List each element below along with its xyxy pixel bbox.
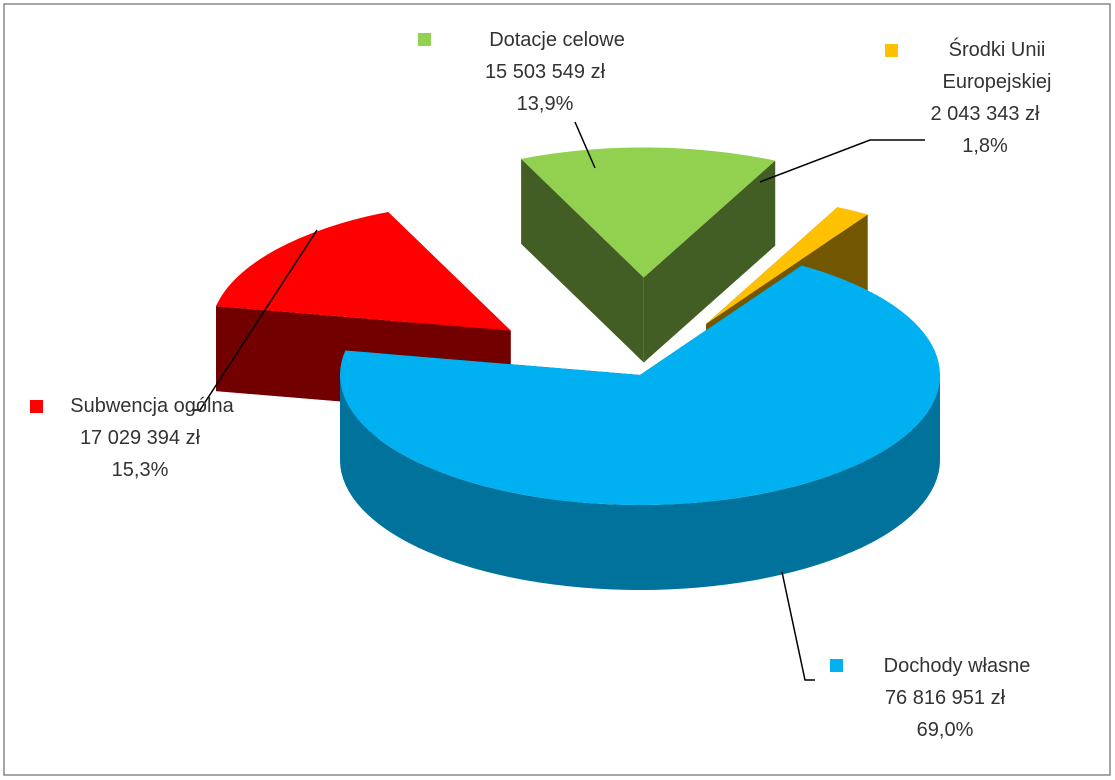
- leader-lines: [192, 121, 925, 681]
- legend-swatch: [30, 400, 43, 413]
- category-label: Subwencja ogólna: [70, 395, 234, 417]
- value-label: 2 043 343 zł: [930, 103, 1040, 125]
- value-label: 15 503 549 zł: [484, 61, 606, 83]
- percent-label: 1,8%: [962, 135, 1008, 157]
- legend-swatch: [885, 44, 898, 57]
- percent-label: 15,3%: [111, 459, 169, 481]
- slice-side-shade: [643, 160, 776, 363]
- slice-side: [340, 375, 940, 590]
- category-label: Dochody własne: [883, 655, 1031, 677]
- value-label: 17 029 394 zł: [79, 427, 201, 449]
- slice-top: [340, 265, 941, 505]
- data-label: Środki Unii Europejskiej 2 043 343 zł 1,8%: [900, 34, 1070, 162]
- leader-line: [781, 571, 815, 681]
- leader-line: [759, 139, 925, 183]
- slice: [521, 147, 776, 363]
- leader-line: [574, 121, 596, 169]
- data-label: Dochody własne 76 816 951 zł 69,0%: [840, 650, 1050, 746]
- percent-label: 69,0%: [916, 719, 974, 741]
- slice-top: [216, 211, 511, 331]
- legend-swatch: [418, 33, 431, 46]
- slice-side-shade: [340, 375, 940, 590]
- data-label: Dotacje celowe 15 503 549 zł 13,9%: [430, 24, 660, 120]
- slice-top: [521, 147, 776, 278]
- slice-side-shade: [521, 158, 644, 363]
- value-label: 76 816 951 zł: [884, 687, 1006, 709]
- legend-swatch: [830, 659, 843, 672]
- percent-label: 13,9%: [516, 93, 574, 115]
- data-label: Subwencja ogólna 17 029 394 zł 15,3%: [40, 390, 240, 486]
- slice: [340, 265, 941, 590]
- chart-border: [3, 3, 1111, 776]
- slice-top: [706, 207, 868, 324]
- leader-line: [192, 229, 318, 411]
- category-label: Dotacje celowe: [489, 29, 625, 51]
- category-label: Środki Unii Europejskiej: [942, 39, 1052, 93]
